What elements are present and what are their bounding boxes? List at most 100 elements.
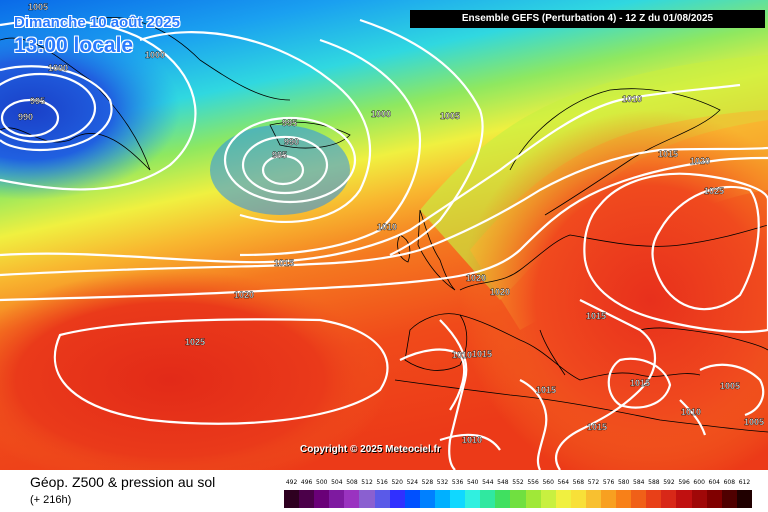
color-scale-swatch — [631, 490, 647, 508]
iso-1015-libya: 1015 — [587, 422, 607, 432]
isobar-1010 — [0, 83, 741, 264]
isobar-lines — [0, 18, 768, 470]
iso-1015-mediterranean: 1015 — [536, 385, 556, 395]
color-scale-tick: 544 — [482, 479, 494, 486]
color-scale-tick: 524 — [406, 479, 419, 486]
weather-map: 1005 1000 995 990 1000 995 990 985 1000 … — [0, 0, 768, 470]
color-scale-tick: 548 — [497, 479, 509, 486]
isobar-1020-russia — [583, 172, 768, 334]
isobar-1005-nw — [0, 19, 197, 191]
color-scale-swatch — [585, 490, 601, 508]
iso-1005-nw: 1005 — [28, 2, 48, 12]
color-scale-swatch — [646, 490, 662, 508]
isobar-1010-iberia — [399, 348, 466, 411]
color-scale-swatch — [510, 490, 526, 508]
color-scale-swatch — [661, 490, 677, 508]
color-scale-tick: 592 — [663, 479, 675, 486]
color-scale-tick: 508 — [346, 479, 358, 486]
color-scale-swatch — [299, 490, 315, 508]
isobar-1000-north — [139, 31, 372, 223]
iso-990-greenland: 990 — [18, 112, 33, 122]
isobar-ring-995 — [223, 116, 357, 204]
isobar-1010-sahara — [439, 433, 501, 451]
color-scale-tick: 520 — [391, 479, 403, 486]
iso-985-iceland: 985 — [272, 150, 287, 160]
color-scale-tick: 580 — [617, 479, 630, 486]
iso-1010-sahara: 1010 — [462, 435, 482, 445]
coast-north-sea-baltic — [459, 224, 768, 291]
iso-1010-cyprus: 1010 — [681, 407, 701, 417]
iso-1015-iberia: 1015 — [472, 349, 492, 359]
color-scale-tick: 596 — [678, 479, 690, 486]
color-scale-swatch — [284, 490, 300, 508]
color-scale-tick: 496 — [300, 479, 313, 486]
color-scale-tick: 576 — [602, 479, 615, 486]
iso-990-iceland: 990 — [284, 137, 299, 147]
isobar-1005-norwegian — [359, 18, 484, 256]
color-scale-tick: 568 — [572, 479, 585, 486]
color-scale-tick: 532 — [436, 479, 449, 486]
isobar-1000-greenland — [0, 65, 113, 152]
isobar-1015-balkans — [554, 299, 656, 470]
color-scale-swatch — [706, 490, 722, 508]
color-scale-tick: 516 — [376, 479, 388, 486]
coast-iberia — [404, 313, 468, 371]
coast-scandinavia — [509, 88, 721, 216]
coast-north-africa — [394, 379, 768, 433]
iso-1005-norwegian-sea: 1005 — [440, 111, 460, 121]
color-scale-tick: 536 — [451, 479, 464, 486]
copyright-notice: Copyright © 2025 Meteociel.fr — [300, 444, 441, 455]
color-scale-swatch — [465, 490, 481, 508]
coast-iceland — [269, 121, 351, 149]
iso-1020-atlantic: 1020 — [234, 290, 254, 300]
iso-1000-greenland: 1000 — [48, 63, 68, 73]
isobar-1000-norwegian — [239, 38, 422, 257]
legend-footer: Géop. Z500 & pression au sol (+ 216h) 49… — [0, 470, 768, 512]
z500-cold-northwest — [0, 20, 180, 200]
color-scale-swatch — [480, 490, 496, 508]
color-scale-tick: 540 — [466, 479, 479, 486]
isobar-labels: 1005 1000 995 990 1000 995 990 985 1000 … — [18, 2, 764, 445]
coast-italy — [539, 329, 566, 376]
color-scale-swatch — [600, 490, 617, 508]
color-scale-swatch — [525, 490, 541, 508]
isobar-ring-990 — [241, 135, 329, 195]
iso-1005-east: 1005 — [744, 417, 764, 427]
color-scale-tick: 500 — [316, 479, 328, 486]
isobar-ring-985 — [261, 154, 305, 186]
isobar-1005-turkey — [699, 363, 765, 417]
color-scale-tick: 588 — [648, 479, 660, 486]
iso-995-greenland: 995 — [30, 96, 45, 106]
color-scale-swatch — [434, 490, 451, 508]
color-scale-swatch — [314, 490, 330, 508]
iso-1000-norwegian-sea: 1000 — [371, 109, 391, 119]
color-scale-swatch — [450, 490, 466, 508]
iso-1020-france: 1020 — [490, 287, 510, 297]
color-scale-swatch — [495, 490, 511, 508]
color-scale-tick: 564 — [557, 479, 570, 486]
color-scale-swatch — [344, 490, 360, 508]
iso-995-iceland: 995 — [282, 118, 297, 128]
isobar-1025-russia — [651, 185, 760, 311]
iso-1010-iberia: 1010 — [452, 350, 472, 360]
isobar-1015-aegean — [607, 357, 672, 409]
color-scale-tick: 556 — [527, 479, 539, 486]
color-scale-swatch — [616, 490, 632, 508]
forecast-local-time: 13:00 locale — [14, 34, 134, 57]
color-scale-tick: 528 — [421, 479, 434, 486]
color-scale-swatch — [404, 490, 420, 508]
color-scale-swatch — [540, 490, 556, 508]
iso-1015-atlantic: 1015 — [274, 258, 294, 268]
iso-1025-russia: 1025 — [704, 186, 724, 196]
isobar-1015 — [0, 146, 768, 277]
iso-1010-uk: 1010 — [377, 222, 397, 232]
isobar-1020 — [0, 156, 768, 302]
isobar-1010-cyprus — [679, 399, 707, 436]
color-scale-tick: 492 — [285, 479, 298, 486]
color-scale-swatch — [676, 490, 692, 508]
color-scale-tick: 552 — [512, 479, 524, 486]
iso-1020-biscay: 1020 — [466, 273, 486, 283]
color-scale-tick: 612 — [738, 479, 751, 486]
isobar-1025-azores — [53, 318, 389, 425]
color-scale-swatch — [736, 490, 752, 508]
